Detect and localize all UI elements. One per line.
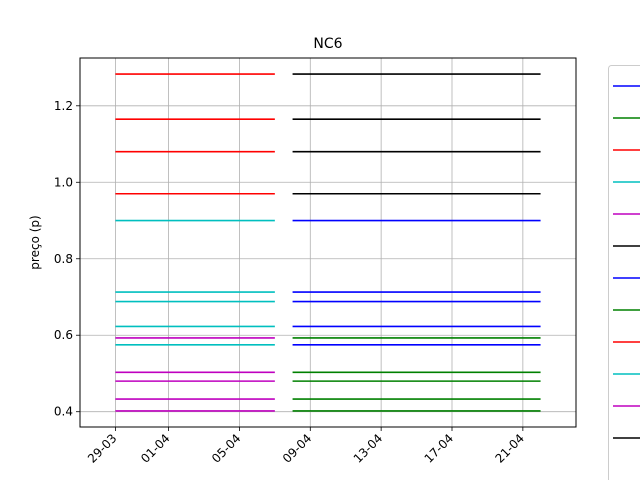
y-tick-label: 0.4 — [54, 405, 73, 419]
y-tick-label: 0.8 — [54, 252, 73, 266]
plot-frame — [79, 57, 577, 428]
y-tick-label: 0.6 — [54, 328, 73, 342]
y-axis-label: preço (p) — [28, 215, 42, 269]
legend-box — [608, 65, 640, 480]
legend — [608, 65, 640, 480]
chart-title: NC6 — [313, 36, 342, 52]
y-tick-label: 1.0 — [54, 175, 73, 189]
plot-marks — [115, 73, 541, 412]
y-tick-label: 1.2 — [54, 99, 73, 113]
